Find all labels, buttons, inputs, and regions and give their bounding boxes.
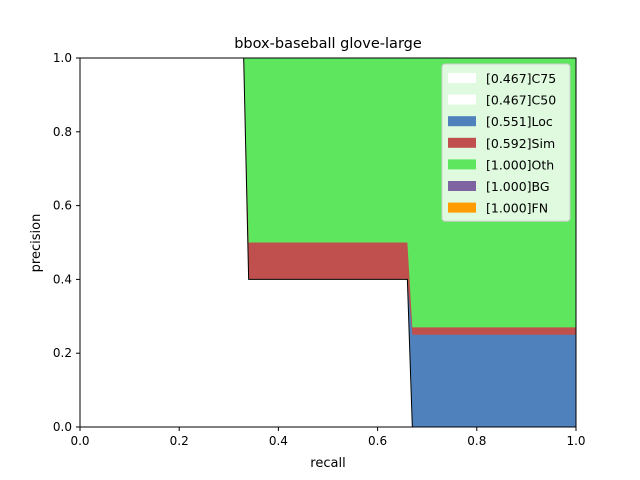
legend-swatch: [448, 181, 476, 191]
y-tick-label: 0.8: [53, 125, 72, 139]
y-tick-label: 0.0: [53, 420, 72, 434]
area-0-467-c75: [80, 58, 576, 427]
legend-label: [1.000]Oth: [486, 157, 554, 172]
legend-swatch: [448, 116, 476, 127]
y-tick-label: 0.2: [53, 346, 72, 360]
legend-label: [1.000]FN: [486, 201, 548, 216]
y-tick-label: 0.4: [53, 272, 72, 286]
legend-swatch: [448, 202, 476, 213]
chart-title: bbox-baseball glove-large: [234, 36, 422, 52]
x-tick-label: 0.2: [170, 434, 189, 448]
legend-swatch: [448, 137, 476, 148]
x-tick-label: 0.0: [70, 434, 89, 448]
legend-label: [0.467]C50: [486, 93, 556, 108]
x-tick-label: 0.8: [467, 434, 486, 448]
legend-swatch: [448, 94, 476, 105]
x-tick-label: 0.6: [368, 434, 387, 448]
legend-label: [0.551]Loc: [486, 114, 553, 129]
plot-frame: [79, 57, 577, 428]
legend-swatch: [448, 73, 476, 83]
legend-label: [0.467]C75: [486, 71, 556, 86]
y-tick-label: 1.0: [53, 51, 72, 65]
y-axis-label: precision: [29, 214, 44, 273]
legend-swatch: [448, 159, 476, 170]
x-tick-label: 0.4: [269, 434, 288, 448]
legend-label: [0.592]Sim: [486, 136, 555, 151]
x-tick-label: 1.0: [566, 434, 585, 448]
x-axis-label: recall: [310, 456, 345, 471]
axes: 0.0 0.2 0.4 0.6 0.8 1.0 0.0 0.2 0.4 0.6 0.8 1.0: [53, 51, 586, 448]
legend-label: [1.000]BG: [486, 179, 550, 194]
legend: [0.467]C75 [0.467]C50 [0.551]Loc [0.592]Sim…: [441, 63, 571, 222]
y-tick-label: 0.6: [53, 199, 72, 213]
